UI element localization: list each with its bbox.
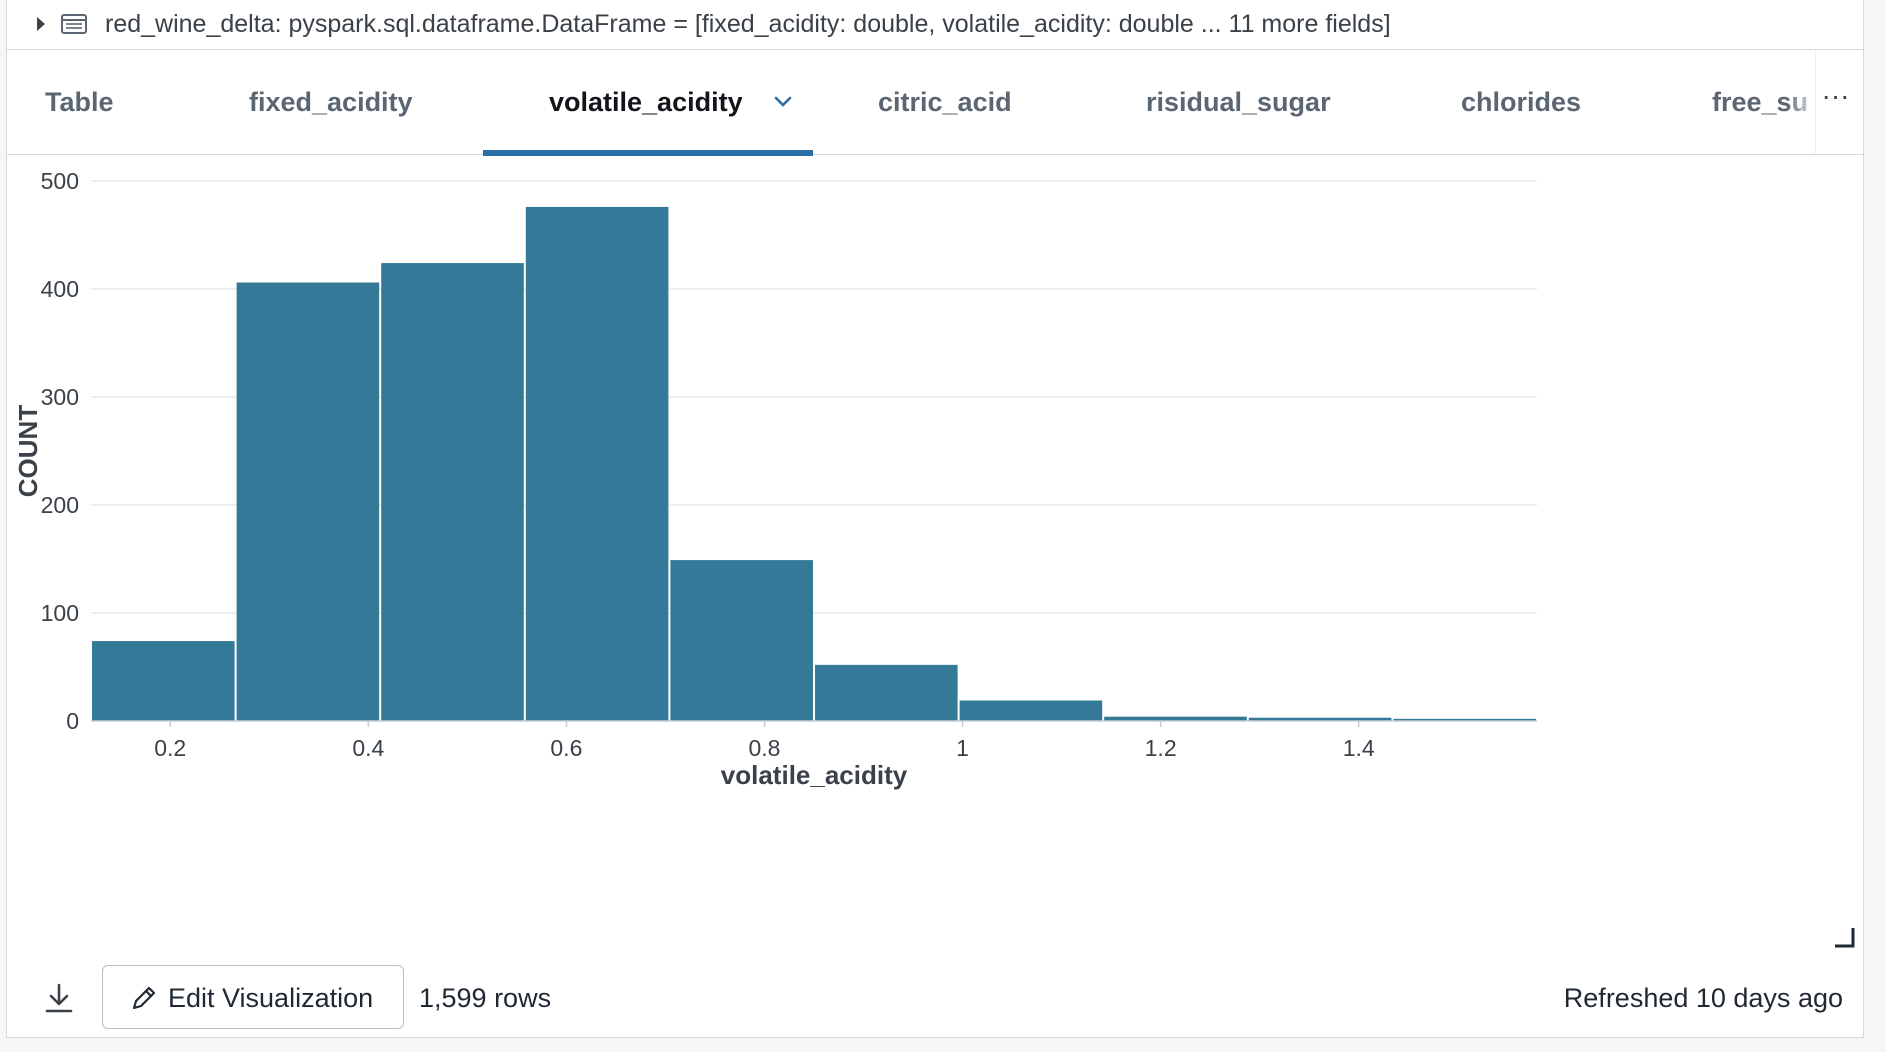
- expand-caret-icon[interactable]: [33, 14, 49, 34]
- visualization-panel: red_wine_delta: pyspark.sql.dataframe.Da…: [6, 0, 1864, 1038]
- x-tick-label: 0.2: [154, 735, 186, 761]
- histogram-bar: [236, 282, 380, 721]
- active-tab-indicator: [483, 150, 813, 156]
- tab-table[interactable]: Table: [45, 87, 114, 117]
- chevron-down-icon[interactable]: [773, 95, 793, 109]
- x-tick-label: 0.8: [748, 735, 780, 761]
- histogram-bar: [670, 560, 813, 721]
- edit-visualization-label: Edit Visualization: [168, 983, 374, 1013]
- resize-handle-icon[interactable]: [1833, 926, 1855, 948]
- histogram-bar: [381, 263, 524, 721]
- tab-bar: Table fixed_acidity volatile_acidity cit…: [7, 50, 1863, 156]
- histogram-bar: [1393, 718, 1536, 721]
- y-tick-label: 200: [41, 492, 79, 518]
- tab-risidual-sugar[interactable]: risidual_sugar: [1146, 87, 1331, 117]
- dataframe-header: red_wine_delta: pyspark.sql.dataframe.Da…: [7, 0, 1863, 50]
- more-tabs-button[interactable]: ···: [1815, 50, 1855, 154]
- edit-visualization-button[interactable]: Edit Visualization: [102, 965, 404, 1029]
- x-tick-label: 1: [956, 735, 969, 761]
- tab-fixed-acidity[interactable]: fixed_acidity: [249, 87, 413, 117]
- pencil-icon: [132, 986, 156, 1010]
- histogram-bar: [525, 206, 669, 722]
- dataframe-schema-text: red_wine_delta: pyspark.sql.dataframe.Da…: [105, 10, 1391, 38]
- visualization-footer: Edit Visualization 1,599 rows Refreshed …: [7, 955, 1863, 1037]
- y-axis-title: COUNT: [13, 405, 43, 498]
- tab-citric-acid[interactable]: citric_acid: [878, 87, 1012, 117]
- row-count: 1,599 rows: [419, 983, 552, 1013]
- histogram-bar: [815, 664, 958, 721]
- histogram-bar: [92, 641, 235, 721]
- tab-chlorides[interactable]: chlorides: [1461, 87, 1582, 117]
- x-tick-label: 1.4: [1343, 735, 1375, 761]
- y-tick-label: 500: [41, 168, 79, 194]
- table-icon: [61, 14, 87, 34]
- y-tick-label: 100: [41, 600, 79, 626]
- y-tick-label: 300: [41, 384, 79, 410]
- y-tick-label: 0: [66, 708, 79, 734]
- x-tick-label: 0.6: [550, 735, 582, 761]
- histogram-chart: 0 100 200 300 400 500 0.2 0.4 0.6 0.8 1 1.2 1.4 volat…: [13, 168, 1537, 790]
- x-tick-label: 0.4: [352, 735, 384, 761]
- histogram-bar: [1104, 716, 1247, 721]
- download-icon[interactable]: [43, 981, 75, 1015]
- tab-volatile-acidity[interactable]: volatile_acidity: [549, 87, 743, 117]
- x-tick-label: 1.2: [1145, 735, 1177, 761]
- histogram-bar: [959, 700, 1103, 721]
- refreshed-status: Refreshed 10 days ago: [1563, 983, 1843, 1013]
- histogram-bar: [1248, 717, 1392, 721]
- y-tick-label: 400: [41, 276, 79, 302]
- x-axis-title: volatile_acidity: [721, 760, 908, 790]
